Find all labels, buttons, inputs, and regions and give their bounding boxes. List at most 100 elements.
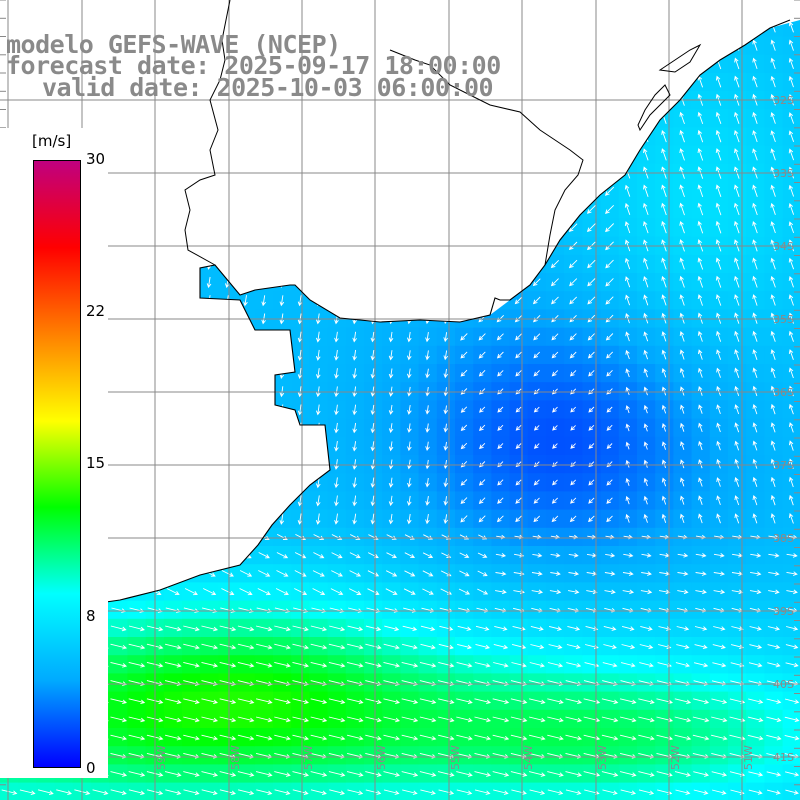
wind-arrow xyxy=(752,148,758,161)
wind-arrow xyxy=(383,734,401,741)
wind-speed-cell xyxy=(327,782,347,800)
wind-arrow xyxy=(183,789,200,796)
wind-arrow xyxy=(422,588,434,595)
wind-arrow xyxy=(605,223,615,233)
wind-arrow xyxy=(256,789,273,796)
wind-arrow xyxy=(438,789,455,795)
wind-arrow xyxy=(437,698,455,705)
wind-arrow xyxy=(752,202,758,216)
wind-speed-cell xyxy=(782,436,800,456)
wind-arrow xyxy=(606,388,613,395)
wind-arrow xyxy=(56,789,72,796)
wind-arrow xyxy=(515,424,522,431)
wind-arrow xyxy=(456,771,473,777)
wind-arrow xyxy=(510,716,528,723)
wind-arrow xyxy=(110,716,128,723)
wind-arrow xyxy=(550,278,559,287)
wind-speed-cell xyxy=(782,145,800,165)
wind-arrow xyxy=(565,716,583,723)
wind-arrow xyxy=(715,275,722,288)
wind-arrow xyxy=(312,570,325,577)
wind-speed-cell xyxy=(782,327,800,347)
wind-arrow xyxy=(716,495,721,506)
wind-arrow xyxy=(697,257,704,270)
wind-arrow xyxy=(478,369,486,377)
wind-arrow xyxy=(661,202,667,216)
wind-arrow xyxy=(587,296,596,305)
wind-arrow xyxy=(624,257,631,270)
longitude-label: 59W xyxy=(155,745,168,770)
wind-arrow xyxy=(551,497,559,504)
wind-arrow xyxy=(692,734,710,741)
wind-arrow xyxy=(349,552,361,559)
wind-arrow xyxy=(565,789,582,795)
wind-arrow xyxy=(164,771,182,777)
wind-arrow xyxy=(532,553,543,558)
wind-arrow xyxy=(388,495,394,507)
wind-arrow xyxy=(456,716,473,723)
wind-arrow xyxy=(770,148,776,161)
wind-speed-cell xyxy=(18,782,37,800)
wind-arrow xyxy=(788,112,795,124)
wind-arrow xyxy=(585,625,599,631)
wind-arrow xyxy=(569,351,577,359)
wind-arrow xyxy=(388,331,394,343)
wind-arrow xyxy=(734,495,740,506)
wind-arrow xyxy=(237,661,255,668)
wind-arrow xyxy=(711,771,728,777)
wind-arrow xyxy=(388,477,394,488)
wind-arrow xyxy=(752,184,758,197)
wind-arrow xyxy=(297,331,303,343)
wind-arrow xyxy=(788,276,794,288)
wind-arrow xyxy=(183,643,200,650)
wind-arrow xyxy=(698,422,703,433)
wind-arrow xyxy=(459,552,470,558)
wind-arrow xyxy=(128,771,146,777)
wind-arrow xyxy=(530,644,545,650)
wind-arrow xyxy=(643,202,649,216)
wind-arrow xyxy=(315,386,321,398)
wind-arrow xyxy=(425,441,430,452)
latitude-label: 34S xyxy=(773,240,794,253)
wind-arrow xyxy=(478,479,486,486)
wind-arrow xyxy=(752,75,758,88)
longitude-label: 54W xyxy=(522,745,535,770)
wind-arrow xyxy=(346,771,364,777)
wind-arrow xyxy=(365,734,382,741)
wind-arrow xyxy=(567,625,581,631)
wind-arrow xyxy=(625,423,630,432)
wind-arrow xyxy=(297,513,303,525)
wind-arrow xyxy=(661,368,667,378)
wind-arrow xyxy=(237,716,255,723)
wind-arrow xyxy=(437,716,455,723)
wind-arrow xyxy=(219,698,237,705)
colorbar-tick: 22 xyxy=(86,302,106,320)
wind-arrow xyxy=(661,184,667,197)
wind-speed-cell xyxy=(782,127,800,147)
wind-arrow xyxy=(638,734,655,741)
wind-speed-cell xyxy=(418,782,438,800)
wind-arrow xyxy=(401,716,419,723)
wind-arrow xyxy=(716,367,721,378)
wind-arrow xyxy=(365,716,382,723)
wind-arrow xyxy=(675,789,691,795)
wind-arrow xyxy=(443,496,449,506)
wind-arrow xyxy=(734,422,740,433)
wind-arrow xyxy=(752,39,758,51)
wind-arrow xyxy=(165,789,182,796)
wind-arrow xyxy=(770,458,776,469)
wind-arrow xyxy=(715,75,722,88)
wind-arrow xyxy=(533,443,540,449)
wind-arrow xyxy=(531,589,544,595)
wind-speed-cell xyxy=(782,254,800,274)
wind-arrow xyxy=(766,734,782,741)
wind-arrow xyxy=(767,644,781,650)
wind-arrow xyxy=(698,367,703,378)
wind-arrow xyxy=(568,571,580,576)
longitude-label: 53W xyxy=(596,745,609,770)
wind-arrow xyxy=(786,553,798,558)
wind-arrow xyxy=(346,661,364,668)
wind-speed-cell xyxy=(782,491,800,511)
wind-arrow xyxy=(788,403,794,415)
wind-arrow xyxy=(388,441,394,452)
